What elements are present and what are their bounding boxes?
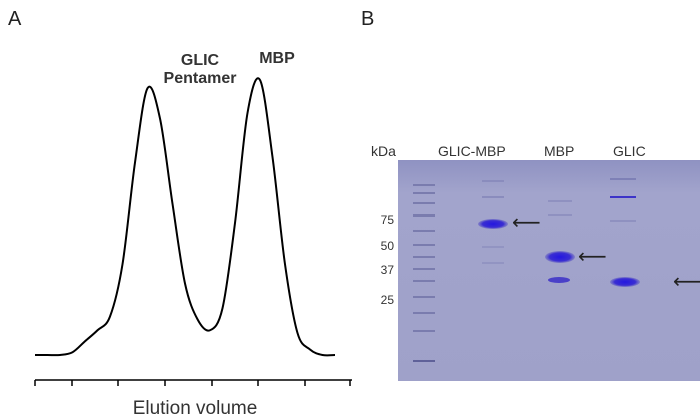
lane-label-glic-mbp: GLIC-MBP: [438, 143, 506, 159]
band-mbp-minor: [548, 277, 570, 283]
band-glic-mbp: [478, 219, 508, 229]
mw-marker-75: 75: [380, 213, 394, 227]
arrow-icon: ⟵: [578, 246, 607, 268]
lane-label-glic: GLIC: [613, 143, 646, 159]
lane-glic: [610, 178, 640, 287]
band-mbp: [545, 251, 575, 263]
sds-page-gel: [398, 160, 700, 381]
arrow-icon: ⟵: [673, 271, 700, 293]
gel-background: [398, 160, 700, 381]
ladder-lane: [413, 184, 435, 362]
mw-marker-37: 37: [380, 263, 394, 277]
mbp-peak-label: MBP: [259, 50, 295, 67]
chromatogram: [34, 77, 352, 386]
lane-label-mbp: MBP: [544, 143, 575, 159]
elution-trace: [35, 77, 336, 357]
glic-pentamer-label: GLIC Pentamer: [155, 52, 245, 88]
panel-a-letter: A: [8, 8, 22, 30]
panel-b-letter: B: [361, 8, 375, 30]
band-glic: [610, 277, 640, 287]
lane-mbp: [545, 200, 575, 283]
glic-label-line2: Pentamer: [163, 70, 237, 87]
glic-label-line1: GLIC: [180, 52, 220, 69]
arrow-icon: ⟵: [512, 212, 541, 234]
lane-glic-mbp: [478, 180, 508, 264]
mw-marker-25: 25: [380, 293, 394, 307]
x-axis-label: Elution volume: [132, 398, 258, 419]
gel-bands: [398, 160, 700, 381]
x-axis-ticks: [34, 380, 351, 386]
kda-label: kDa: [371, 143, 396, 159]
mw-marker-50: 50: [380, 239, 394, 253]
